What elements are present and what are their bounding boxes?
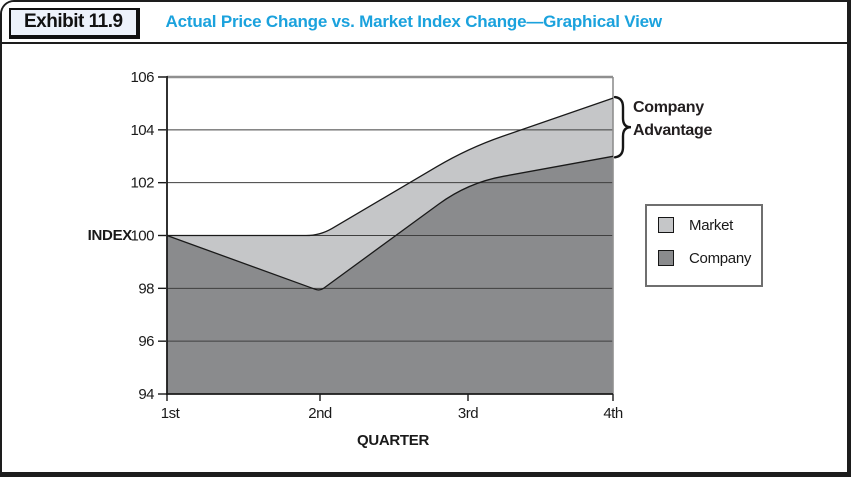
legend-label-market: Market [689,216,734,234]
company-line [166,155,614,291]
company-area [167,156,613,394]
exhibit-title: Actual Price Change vs. Market Index Cha… [165,12,663,31]
x-axis-title: QUARTER [356,432,430,449]
y-tick-label: 106 [130,69,154,86]
y-tick-label: 100 [130,228,154,245]
chart-area: 106 104 102 100 98 96 94 1st 2nd 3rd 4th INDEX QUA… [2,44,847,472]
area-chart: 106 104 102 100 98 96 94 1st 2nd 3rd 4th [130,69,632,422]
annotation-line-1: Company [633,99,704,116]
legend-label-company: Company [689,249,752,267]
company-swatch [658,250,674,266]
legend: Market Company [645,204,763,287]
y-tick-label: 94 [138,386,154,403]
y-tick-label: 98 [138,280,154,297]
x-tick-label: 3rd [458,405,478,422]
y-tick-label: 102 [130,175,154,192]
x-tick-label: 1st [161,405,181,422]
exhibit-number-label: Exhibit 11.9 [24,10,123,32]
legend-item-market: Market [658,216,761,234]
x-tick-label: 2nd [308,405,332,422]
x-tick-label: 4th [603,405,623,422]
legend-item-company: Company [658,249,761,267]
brace-icon [613,95,632,159]
y-tick-label: 96 [138,333,154,350]
y-tick-label: 104 [130,122,154,139]
market-swatch [658,217,674,233]
annotation-line-2: Advantage [633,122,713,139]
y-axis-title: INDEX [87,227,133,244]
exhibit-header: Exhibit 11.9 Actual Price Change vs. Mar… [2,2,847,44]
company-advantage-annotation: Company Advantage [633,96,712,142]
exhibit-number-tab: Exhibit 11.9 [9,7,140,39]
market-line [167,97,614,237]
